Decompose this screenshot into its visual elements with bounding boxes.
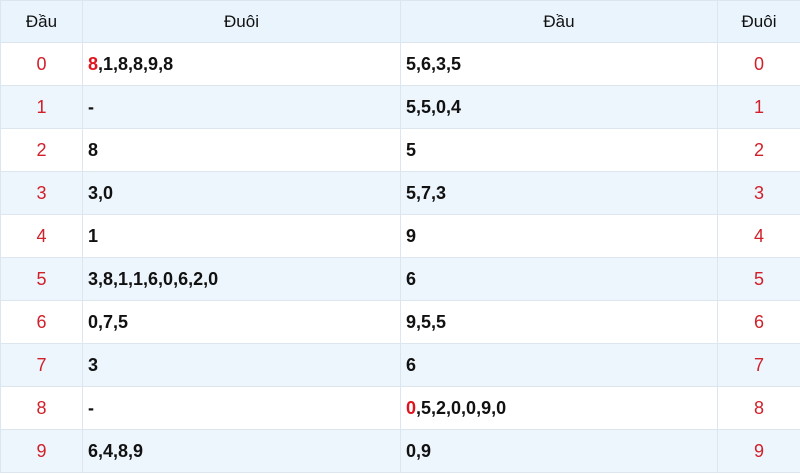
tail-values: 0,7,5 [82,300,401,344]
head-digit: 4 [0,214,83,258]
values-text: 5,5,0,4 [406,96,462,117]
head-values: 5 [400,128,718,172]
header-dau-right: Đầu [400,0,718,43]
header-dau-left: Đầu [0,0,83,43]
tail-values: 8,1,8,8,9,8 [82,42,401,86]
values-text: 0,7,5 [88,311,129,332]
table-row: 9 6,4,8,9 0,9 9 [0,429,800,473]
values-text: 9,5,5 [406,311,447,332]
header-duoi-right: Đuôi [717,0,800,43]
values-text: ,1,8,8,9,8 [98,53,174,74]
tail-digit: 4 [717,214,800,258]
tail-values: 3 [82,343,401,387]
values-text: 3 [88,354,99,375]
head-values: 0,9 [400,429,718,473]
table-row: 0 8,1,8,8,9,8 5,6,3,5 0 [0,42,800,86]
head-digit: 8 [0,386,83,430]
header-duoi-left: Đuôi [82,0,401,43]
head-digit: 5 [0,257,83,301]
head-digit: 9 [0,429,83,473]
head-values: 6 [400,257,718,301]
tail-digit: 7 [717,343,800,387]
highlight-digit: 0 [406,397,417,418]
head-digit: 3 [0,171,83,215]
head-values: 9 [400,214,718,258]
values-text: 5,7,3 [406,182,447,203]
tail-digit: 6 [717,300,800,344]
tail-digit: 5 [717,257,800,301]
head-values: 0,5,2,0,0,9,0 [400,386,718,430]
values-text: 5 [406,139,417,160]
head-digit: 6 [0,300,83,344]
tail-values: - [82,85,401,129]
header-row: Đầu Đuôi Đầu Đuôi [0,0,800,43]
tail-values: 6,4,8,9 [82,429,401,473]
table-row: 1-5,5,0,4 1 [0,85,800,129]
values-text: 6 [406,354,417,375]
values-text: 9 [406,225,417,246]
tail-values: 3,8,1,1,6,0,6,2,0 [82,257,401,301]
tail-digit: 1 [717,85,800,129]
values-text: 1 [88,225,99,246]
values-text: ,5,2,0,0,9,0 [416,397,507,418]
tail-digit: 8 [717,386,800,430]
values-text: 3,8,1,1,6,0,6,2,0 [88,268,219,289]
highlight-digit: 8 [88,53,99,74]
tail-values: 8 [82,128,401,172]
table-row: 6 0,7,5 9,5,5 6 [0,300,800,344]
values-text: 6 [406,268,417,289]
head-digit: 2 [0,128,83,172]
table-row: 3 3,0 5,7,3 3 [0,171,800,215]
values-text: 3,0 [88,182,114,203]
tail-values: - [82,386,401,430]
tail-digit: 9 [717,429,800,473]
head-digit: 7 [0,343,83,387]
table-row: 8-0,5,2,0,0,9,0 8 [0,386,800,430]
head-digit: 1 [0,85,83,129]
head-digit: 0 [0,42,83,86]
values-text: 6,4,8,9 [88,440,144,461]
head-values: 5,7,3 [400,171,718,215]
head-values: 5,6,3,5 [400,42,718,86]
head-values: 6 [400,343,718,387]
values-text: 0,9 [406,440,432,461]
tail-values: 3,0 [82,171,401,215]
tail-digit: 3 [717,171,800,215]
values-text: - [88,96,94,117]
values-text: 5,6,3,5 [406,53,462,74]
tail-values: 1 [82,214,401,258]
tail-digit: 2 [717,128,800,172]
head-values: 5,5,0,4 [400,85,718,129]
table-row: 5 3,8,1,1,6,0,6,2,0 6 5 [0,257,800,301]
tail-digit: 0 [717,42,800,86]
head-values: 9,5,5 [400,300,718,344]
values-text: 8 [88,139,99,160]
values-text: - [88,397,94,418]
